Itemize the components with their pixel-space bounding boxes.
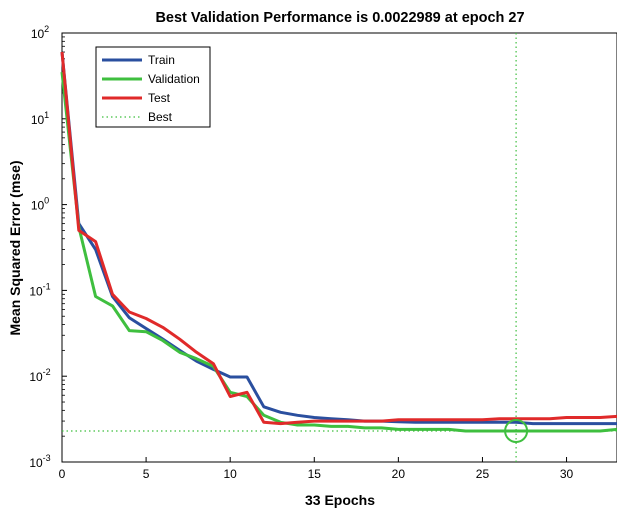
best-marker <box>504 418 529 443</box>
x-tick-label: 20 <box>392 467 406 481</box>
series-line-test <box>60 51 617 426</box>
y-tick-label: 10-2 <box>29 367 50 384</box>
x-tick-label: 5 <box>143 467 150 481</box>
legend-label: Validation <box>148 72 200 86</box>
y-tick-label: 10-1 <box>29 281 50 298</box>
y-tick-label: 10-3 <box>29 453 50 470</box>
y-tick-label: 100 <box>31 196 49 213</box>
series-line-validation <box>60 71 617 433</box>
y-axis-label: Mean Squared Error (mse) <box>7 160 23 335</box>
chart-title: Best Validation Performance is 0.0022989… <box>155 10 524 26</box>
plot-area <box>61 32 617 463</box>
x-axis-label: 33 Epochs <box>305 492 375 508</box>
x-tick-label: 30 <box>560 467 574 481</box>
legend-label: Best <box>148 110 173 124</box>
y-tick-label: 101 <box>31 110 49 127</box>
x-tick-label: 10 <box>224 467 238 481</box>
x-tick-label: 25 <box>476 467 490 481</box>
x-tick-label: 15 <box>308 467 322 481</box>
legend-label: Train <box>148 53 175 67</box>
y-tick-label: 102 <box>31 24 49 41</box>
legend-label: Test <box>148 91 171 105</box>
x-tick-label: 0 <box>59 467 66 481</box>
